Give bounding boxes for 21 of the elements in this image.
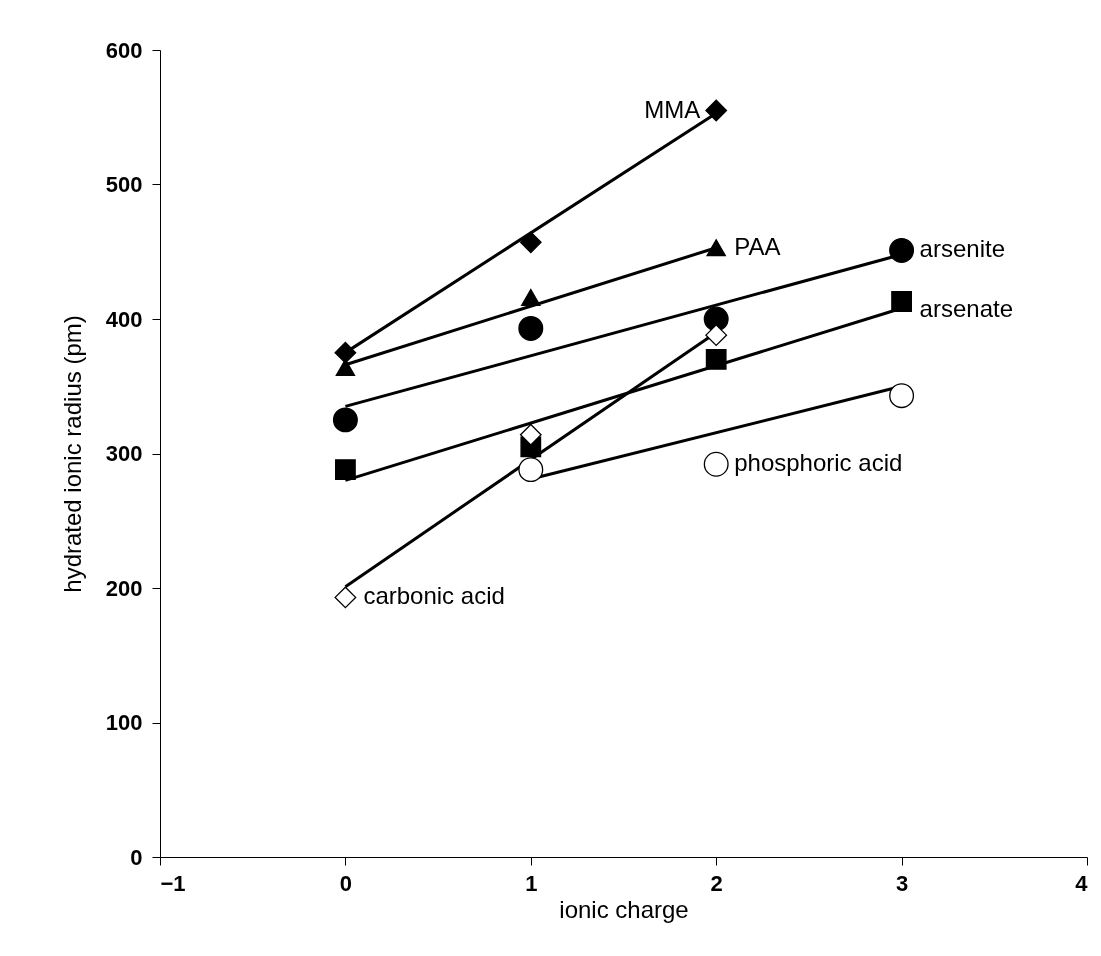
series-label: arsenate: [919, 294, 1014, 322]
y-tick-label: 200: [105, 575, 143, 601]
series-label: phosphoric acid: [734, 449, 903, 477]
series-label: carbonic acid: [363, 582, 505, 610]
y-axis-title: hydrated ionic radius (pm): [58, 315, 86, 593]
x-tick-label: 1: [525, 870, 538, 896]
series-label: arsenite: [919, 235, 1005, 263]
y-tick-label: 0: [130, 844, 143, 870]
x-tick-label: 4: [1075, 870, 1089, 896]
y-tick-label: 600: [105, 37, 143, 63]
x-tick-label: −1: [160, 870, 186, 896]
x-tick-label: 2: [710, 870, 723, 896]
y-tick-label: 300: [105, 441, 143, 466]
y-tick-label: 400: [105, 306, 143, 332]
series-label: MMA: [644, 95, 701, 123]
series-label: PAA: [734, 232, 781, 260]
y-tick-label: 500: [105, 172, 143, 197]
x-tick-label: 0: [339, 870, 353, 896]
y-tick-label: 100: [105, 710, 143, 735]
x-tick-label: 3: [895, 870, 909, 896]
x-axis-title: ionic charge: [559, 895, 689, 923]
